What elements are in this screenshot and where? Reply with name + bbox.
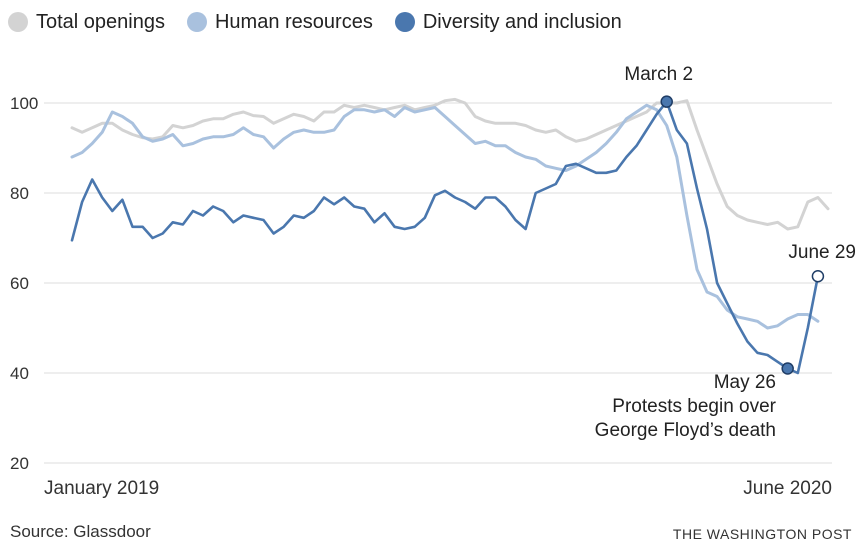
marker-may-26 [781,362,794,375]
annotation-may-26-line-1: May 26 [714,372,776,393]
annotation-may-26-line-3: George Floyd’s death [595,420,776,441]
marker-june-29 [811,270,825,283]
annotation-march-2: March 2 [624,64,693,85]
chart-legend: Total openings Human resources Diversity… [8,8,644,36]
x-tick-label-end: June 2020 [743,478,832,499]
series-line-diversity-inclusion [70,100,820,375]
legend-label-diversity-inclusion: Diversity and inclusion [422,10,622,33]
chart-source: Source: Glassdoor [10,522,151,541]
legend-swatch-human-resources [186,12,207,32]
publisher-brand: THE WASHINGTON POST [672,526,852,542]
legend-item-diversity-inclusion: Diversity and inclusion [394,10,622,34]
legend-label-human-resources: Human resources [214,10,373,33]
y-tick-label-20: 20 [10,454,29,473]
annotation-june-29: June 29 [788,242,856,263]
legend-swatch-diversity-inclusion [394,12,415,32]
marker-march-2 [660,95,673,108]
y-tick-label-80: 80 [10,184,29,203]
x-tick-label-start: January 2019 [44,478,159,499]
y-tick-label-60: 60 [10,274,29,293]
series-line-human-resources [70,103,820,330]
legend-swatch-total-openings [8,12,28,32]
legend-label-total-openings: Total openings [36,10,165,33]
annotation-may-26-line-2: Protests begin over [612,396,776,417]
legend-item-total-openings: Total openings [8,11,165,34]
y-tick-label-100: 100 [10,94,38,113]
series-line-total-openings [70,97,830,231]
y-tick-label-40: 40 [10,364,29,383]
legend-item-human-resources: Human resources [186,10,373,34]
